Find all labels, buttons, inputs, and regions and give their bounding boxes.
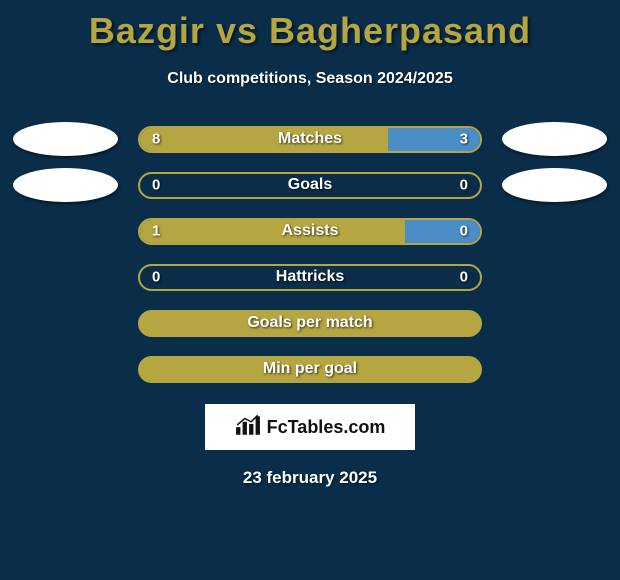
player1-badge	[13, 168, 118, 202]
stat-row: 8 3 Matches	[0, 116, 620, 162]
player2-badge	[502, 122, 607, 156]
stat-value-left: 0	[152, 269, 160, 286]
stat-bar: 8 3 Matches	[138, 126, 482, 153]
stat-value-left: 0	[152, 177, 160, 194]
stat-row: Min per goal	[0, 346, 620, 392]
stat-row: 0 0 Goals	[0, 162, 620, 208]
bar-left-fill	[140, 128, 388, 151]
page-title: Bazgir vs Bagherpasand	[0, 0, 620, 52]
bar-left-fill	[140, 220, 405, 243]
stat-value-left: 1	[152, 223, 160, 240]
badge-text: FcTables.com	[267, 417, 386, 438]
stat-label: Goals	[288, 176, 332, 194]
stat-bar: Min per goal	[138, 356, 482, 383]
stat-label: Assists	[282, 222, 339, 240]
stat-label: Hattricks	[276, 268, 344, 286]
bar-right-fill	[405, 220, 480, 243]
stat-label: Goals per match	[247, 314, 372, 332]
stat-label: Min per goal	[263, 360, 357, 378]
stat-value-right: 0	[460, 223, 468, 240]
date-label: 23 february 2025	[0, 468, 620, 488]
stat-value-right: 3	[460, 131, 468, 148]
stat-row: 0 0 Hattricks	[0, 254, 620, 300]
stat-row: Goals per match	[0, 300, 620, 346]
stat-bar: 0 0 Hattricks	[138, 264, 482, 291]
stats-rows: 8 3 Matches 0 0 Goals 1 0 Assists 0 0 Hattricks Goal…	[0, 116, 620, 392]
stat-value-right: 0	[460, 177, 468, 194]
chart-icon	[235, 414, 261, 441]
stat-value-left: 8	[152, 131, 160, 148]
stat-value-right: 0	[460, 269, 468, 286]
stat-bar: 1 0 Assists	[138, 218, 482, 245]
stat-row: 1 0 Assists	[0, 208, 620, 254]
stat-bar: Goals per match	[138, 310, 482, 337]
stat-label: Matches	[278, 130, 342, 148]
subtitle: Club competitions, Season 2024/2025	[0, 70, 620, 88]
stat-bar: 0 0 Goals	[138, 172, 482, 199]
player1-badge	[13, 122, 118, 156]
player2-badge	[502, 168, 607, 202]
source-badge: FcTables.com	[205, 404, 415, 450]
